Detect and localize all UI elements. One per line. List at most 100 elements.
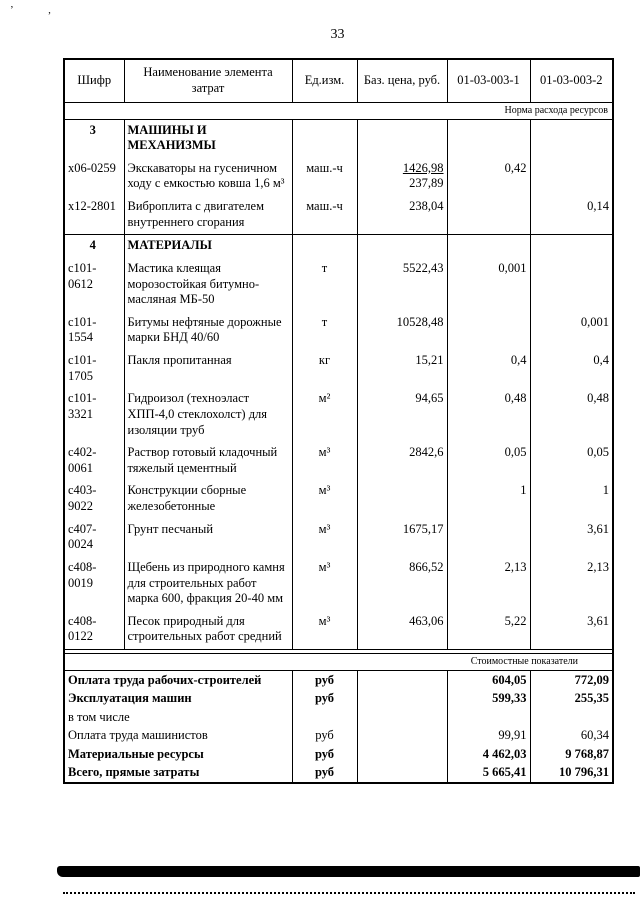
cell-qty-2: 0,4	[529, 350, 614, 389]
cell-unit: кг	[291, 350, 358, 389]
cell-name: Виброплита с двигателем внутреннего сгор…	[123, 196, 293, 235]
cell-qty-2: 3,61	[529, 610, 614, 650]
cell-code: с101-0612	[63, 257, 125, 312]
totals-row: Материальные ресурсы руб 4 462,03 9 768,…	[63, 744, 614, 763]
cell-name: МАТЕРИАЛЫ	[123, 234, 293, 258]
cell-qty-2: 1	[529, 480, 614, 519]
total-price-empty	[356, 689, 448, 708]
total-value-1: 604,05	[446, 670, 531, 689]
cell-qty-2	[529, 257, 614, 312]
cell-code: с407-0024	[63, 518, 125, 557]
cell-name: Раствор готовый кладочный тяжелый цемент…	[123, 442, 293, 481]
total-label: Всего, прямые затраты	[63, 763, 293, 783]
cell-qty-1: 1	[446, 480, 531, 519]
totals-row: в том числе	[63, 707, 614, 726]
table-row: х06-0259 Экскаваторы на гусеничном ходу …	[63, 157, 614, 196]
header-code: Шифр	[63, 58, 125, 103]
cell-price: 10528,48	[356, 311, 448, 350]
cell-qty-1: 5,22	[446, 610, 531, 650]
resources-note: Норма расхода ресурсов	[63, 102, 614, 120]
cell-code: с408-0122	[63, 610, 125, 650]
cell-code: с101-1554	[63, 311, 125, 350]
cell-price: 1426,98 237,89	[356, 157, 448, 196]
cell-name: Мастика клеящая морозостойкая битумно-ма…	[123, 257, 293, 312]
table-row: с408-0019 Щебень из природного камня для…	[63, 556, 614, 611]
total-price-empty	[356, 763, 448, 783]
cell-price: 866,52	[356, 556, 448, 611]
cell-price: 463,06	[356, 610, 448, 650]
scan-artifact-bar	[57, 866, 640, 877]
resources-note-row: Норма расхода ресурсов	[63, 102, 614, 120]
scan-corner-marks: ’ ‚	[10, 4, 68, 16]
cell-qty-1	[446, 118, 531, 158]
total-value-2: 772,09	[529, 670, 614, 689]
total-label: Материальные ресурсы	[63, 744, 293, 763]
page-number: 33	[330, 27, 345, 42]
total-unit	[291, 707, 358, 726]
cell-qty-1: 0,48	[446, 388, 531, 443]
total-unit: руб	[291, 744, 358, 763]
cell-unit: м³	[291, 442, 358, 481]
cell-qty-2: 0,001	[529, 311, 614, 350]
cell-unit: м³	[291, 610, 358, 650]
cell-qty-2	[529, 157, 614, 196]
cell-qty-1	[446, 518, 531, 557]
scan-artifact-dotted-line	[63, 892, 635, 894]
cell-name: Битумы нефтяные дорожные марки БНД 40/60	[123, 311, 293, 350]
cell-price: 94,65	[356, 388, 448, 443]
cell-unit: маш.-ч	[291, 157, 358, 196]
cell-unit: т	[291, 257, 358, 312]
cell-qty-1: 0,05	[446, 442, 531, 481]
total-price-empty	[356, 670, 448, 689]
cell-qty-1: 2,13	[446, 556, 531, 611]
revised-price: 237,89	[409, 176, 444, 191]
table-row: с407-0024 Грунт песчаный м³ 1675,17 3,61	[63, 518, 614, 557]
cell-name: МАШИНЫ И МЕХАНИЗМЫ	[123, 118, 293, 158]
cell-code: с403-9022	[63, 480, 125, 519]
table-row: с403-9022 Конструкции сборные железобето…	[63, 480, 614, 519]
separator-cell	[64, 649, 613, 654]
total-unit: руб	[291, 763, 358, 783]
cell-price: 5522,43	[356, 257, 448, 312]
total-unit: руб	[291, 726, 358, 745]
total-value-1	[446, 707, 531, 726]
cell-code: 4	[63, 234, 125, 258]
cell-qty-1	[446, 234, 531, 258]
cell-code: х12-2801	[63, 196, 125, 235]
cell-price: 2842,6	[356, 442, 448, 481]
cell-qty-2: 3,61	[529, 518, 614, 557]
total-value-1: 599,33	[446, 689, 531, 708]
table-row: с101-1705 Пакля пропитанная кг 15,21 0,4…	[63, 350, 614, 389]
cell-unit: т	[291, 311, 358, 350]
total-label: Оплата труда рабочих-строителей	[63, 670, 293, 689]
cell-qty-1	[446, 196, 531, 235]
table-row: с101-1554 Битумы нефтяные дорожные марки…	[63, 311, 614, 350]
cell-unit: м³	[291, 518, 358, 557]
header-unit: Ед.изм.	[291, 58, 358, 103]
cell-code: 3	[63, 118, 125, 158]
cell-name: Щебень из природного камня для строитель…	[123, 556, 293, 611]
table-row: с101-3321 Гидроизол (техноэласт ХПП-4,0 …	[63, 388, 614, 443]
total-value-1: 5 665,41	[446, 763, 531, 783]
total-label: Эксплуатация машин	[63, 689, 293, 708]
cell-price	[356, 480, 448, 519]
header-name: Наименование элемента затрат	[123, 58, 293, 103]
cell-name: Грунт песчаный	[123, 518, 293, 557]
total-price-empty	[356, 726, 448, 745]
table-row: х12-2801 Виброплита с двигателем внутрен…	[63, 196, 614, 235]
total-label: Оплата труда машинистов	[63, 726, 293, 745]
header-row: Шифр Наименование элемента затрат Ед.изм…	[63, 58, 614, 103]
cell-qty-2: 0,48	[529, 388, 614, 443]
cell-code: с101-3321	[63, 388, 125, 443]
cell-unit: м³	[291, 480, 358, 519]
cell-unit	[291, 118, 358, 158]
cell-price: 15,21	[356, 350, 448, 389]
cell-qty-2: 2,13	[529, 556, 614, 611]
total-label: в том числе	[63, 707, 293, 726]
cell-code: с402-0061	[63, 442, 125, 481]
totals-row: Эксплуатация машин руб 599,33 255,35	[63, 689, 614, 708]
costs-note-row: Стоимостные показатели	[63, 653, 614, 671]
cell-qty-2: 0,14	[529, 196, 614, 235]
total-unit: руб	[291, 689, 358, 708]
